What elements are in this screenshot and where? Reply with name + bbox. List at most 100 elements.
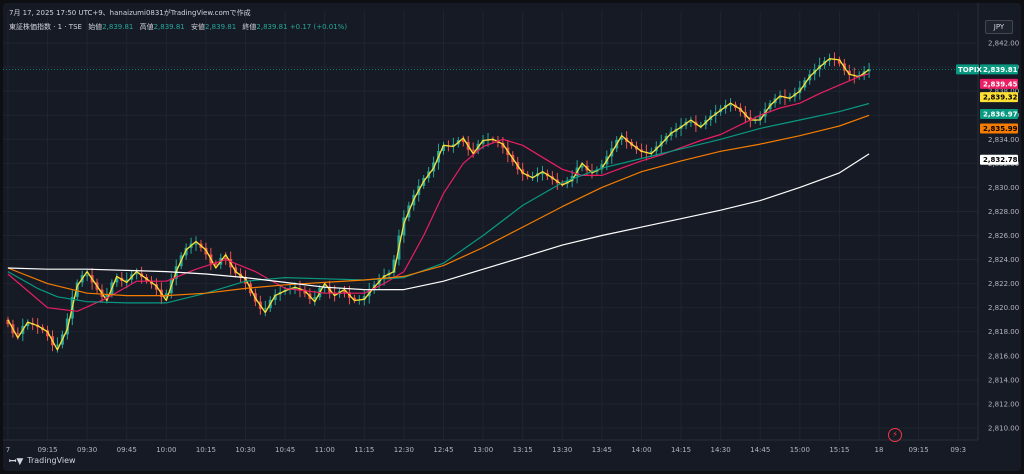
- price-tag: [980, 123, 1018, 134]
- candle-body: [491, 139, 495, 141]
- candle-body: [451, 144, 455, 147]
- x-tick-label: 11:00: [315, 446, 335, 454]
- close-label: 終値: [242, 23, 257, 31]
- candle-body: [16, 333, 20, 335]
- x-tick-label: 13:45: [592, 446, 612, 454]
- symbol-legend: 東証株価指数 · 1 · TSE 始値2,839.81 高値2,839.81 安…: [9, 22, 347, 32]
- price-tag: [980, 92, 1018, 103]
- candle-body: [55, 344, 59, 346]
- currency-button[interactable]: JPY: [985, 20, 1013, 34]
- y-tick-label: 2,816.00: [988, 352, 1019, 360]
- candle-body: [441, 145, 445, 151]
- tradingview-logo-icon: ꟷ▼: [9, 457, 24, 467]
- x-tick-label: 15:00: [790, 446, 810, 454]
- candle-body: [135, 273, 139, 275]
- candle-body: [46, 330, 50, 337]
- symbol-tag-label: TOPIX: [958, 66, 982, 74]
- candle-body: [689, 121, 693, 123]
- x-tick-label: 14:15: [671, 446, 691, 454]
- candle-body: [244, 277, 247, 284]
- price-tag-value: 2,839.81: [983, 66, 1018, 74]
- price-tag: [980, 64, 1018, 75]
- x-tick-label: 15:15: [829, 446, 849, 454]
- candle-body: [263, 308, 267, 310]
- x-tick-label: 7: [6, 446, 10, 454]
- low-value: 2,839.81: [205, 23, 237, 31]
- y-tick-label: 2,826.00: [988, 232, 1019, 240]
- y-tick-label: 2,812.00: [988, 400, 1019, 408]
- x-tick-label: 10:30: [235, 446, 255, 454]
- candle-body: [352, 297, 356, 301]
- x-tick-label: 13:15: [513, 446, 533, 454]
- candle-body: [620, 137, 624, 140]
- brand-name: TradingView: [27, 456, 76, 465]
- series-line-0: [7, 58, 870, 351]
- chart-frame: 2,810.00 2,812.00 2,814.00 2,816.00 2,818.00…: [3, 3, 1021, 471]
- candle-body: [531, 176, 535, 178]
- candle-body: [758, 116, 762, 121]
- candle-body: [461, 140, 465, 142]
- open-label: 始値: [88, 23, 103, 31]
- x-tick-label: 09:30: [77, 446, 97, 454]
- x-tick-label: 12:30: [394, 446, 414, 454]
- x-tick-label: 14:30: [711, 446, 731, 454]
- candle-body: [343, 291, 346, 293]
- candle-body: [75, 282, 79, 297]
- series-line-3: [7, 114, 870, 297]
- candle-body: [828, 58, 832, 61]
- tradingview-branding: ꟷ▼ TradingView: [9, 454, 76, 467]
- y-tick-label: 2,834.00: [988, 136, 1019, 144]
- x-tick-label: 09:3: [950, 446, 966, 454]
- x-tick-label: 13:30: [552, 446, 572, 454]
- price-chart[interactable]: 2,810.00 2,812.00 2,814.00 2,816.00 2,818.00…: [3, 3, 1021, 471]
- candle-body: [194, 243, 198, 245]
- x-tick-label: 12:45: [433, 446, 453, 454]
- candle-body: [867, 69, 871, 72]
- y-tick-label: 2,842.00: [988, 40, 1019, 48]
- x-tick-label: 14:45: [750, 446, 770, 454]
- symbol-name[interactable]: 東証株価指数 · 1 · TSE: [9, 23, 82, 31]
- series-line-4: [7, 153, 870, 291]
- candle-body: [699, 124, 703, 126]
- candle-body: [778, 96, 782, 99]
- candle-body: [6, 319, 10, 325]
- candle-body: [748, 117, 752, 121]
- high-value: 2,839.81: [153, 23, 185, 31]
- candle-body: [105, 294, 109, 297]
- candle-body: [729, 104, 733, 106]
- y-tick-label: 2,814.00: [988, 376, 1019, 384]
- candle-body: [273, 294, 277, 300]
- open-value: 2,839.81: [102, 23, 134, 31]
- candle-body: [313, 297, 317, 299]
- candle-body: [214, 263, 218, 265]
- x-tick-label: 10:15: [196, 446, 216, 454]
- candle-body: [600, 164, 604, 170]
- candle-body: [837, 59, 841, 64]
- x-tick-label: 09:45: [117, 446, 137, 454]
- candle-body: [125, 279, 129, 281]
- series-line-1: [7, 73, 870, 312]
- candle-body: [649, 151, 653, 154]
- candle-body: [85, 275, 89, 277]
- price-tag-value: 2,839.45: [983, 80, 1018, 88]
- y-tick-label: 2,828.00: [988, 208, 1019, 216]
- candle-body: [501, 142, 505, 148]
- close-value: 2,839.81: [256, 23, 288, 31]
- y-tick-label: 2,838.00: [988, 88, 1019, 96]
- high-label: 高値: [139, 23, 154, 31]
- candle-body: [481, 140, 485, 144]
- low-label: 安値: [191, 23, 205, 31]
- y-tick-label: 2,818.00: [988, 328, 1019, 336]
- x-tick-label: 14:00: [631, 446, 651, 454]
- x-tick-label: 11:15: [354, 446, 374, 454]
- price-tag-value: 2,836.97: [983, 111, 1018, 119]
- candle-body: [580, 165, 584, 168]
- x-tick-label: 13:00: [473, 446, 493, 454]
- y-tick-label: 2,822.00: [988, 280, 1019, 288]
- price-tag-value: 2,835.99: [983, 125, 1018, 133]
- candle-body: [857, 74, 861, 77]
- candle-body: [184, 247, 188, 256]
- lightning-icon[interactable]: ⚡: [888, 428, 902, 442]
- candle-body: [392, 259, 396, 273]
- x-tick-label: 10:00: [156, 446, 176, 454]
